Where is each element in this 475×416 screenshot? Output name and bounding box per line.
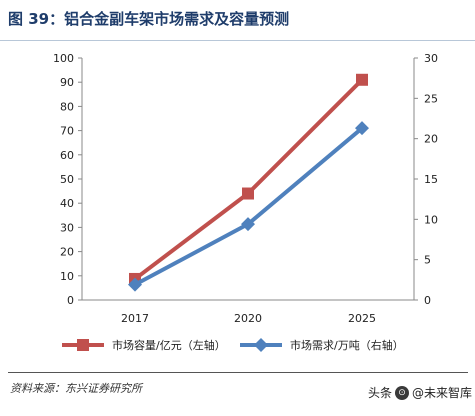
source-note: 资料来源：东兴证券研究所	[10, 382, 142, 395]
legend-demand-marker	[254, 338, 268, 352]
capacity-point	[242, 187, 254, 200]
left-axis-tick-label: 90	[60, 76, 74, 89]
left-axis-tick-label: 0	[67, 294, 74, 307]
legend-capacity-marker	[77, 339, 89, 351]
left-axis-tick-label: 20	[60, 246, 74, 259]
demand-point	[355, 121, 369, 136]
watermark-prefix: 头条	[368, 386, 393, 400]
watermark-badge-icon: ⊙	[395, 385, 410, 400]
right-axis-tick-label: 15	[424, 173, 438, 186]
demand-point	[128, 277, 142, 292]
footer-divider	[8, 372, 468, 373]
x-axis-tick-label: 2017	[121, 312, 149, 325]
left-axis-tick-label: 100	[53, 52, 74, 65]
right-axis-tick-label: 10	[424, 213, 438, 226]
chart-header: 图 39：铝合金副车架市场需求及容量预测	[0, 0, 475, 41]
left-axis-tick-label: 50	[60, 173, 74, 186]
right-axis-tick-label: 25	[424, 92, 438, 105]
left-axis-tick-label: 70	[60, 125, 74, 138]
left-axis-tick-label: 30	[60, 221, 74, 234]
x-axis-tick-label: 2025	[348, 312, 376, 325]
legend-capacity-label: 市场容量/亿元（左轴）	[112, 338, 226, 352]
watermark-handle: @未来智库	[412, 386, 473, 400]
right-axis-tick-label: 30	[424, 52, 438, 65]
x-axis-tick-label: 2020	[234, 312, 262, 325]
right-axis-tick-label: 5	[424, 254, 431, 267]
left-axis-tick-label: 40	[60, 197, 74, 210]
capacity-series-line	[133, 78, 364, 281]
watermark: 头条 ⊙ @未来智库	[368, 384, 472, 401]
chart-title: 图 39：铝合金副车架市场需求及容量预测	[8, 10, 290, 28]
right-axis-tick-label: 20	[424, 133, 438, 146]
demand-series-line	[134, 126, 364, 287]
demand-point	[241, 217, 255, 232]
left-axis-tick-label: 10	[60, 270, 74, 283]
left-axis-tick-label: 80	[60, 100, 74, 113]
left-axis-tick-label: 60	[60, 149, 74, 162]
capacity-point	[356, 73, 368, 86]
legend-demand-label: 市场需求/万吨（右轴）	[290, 338, 404, 352]
right-axis-tick-label: 0	[424, 294, 431, 307]
